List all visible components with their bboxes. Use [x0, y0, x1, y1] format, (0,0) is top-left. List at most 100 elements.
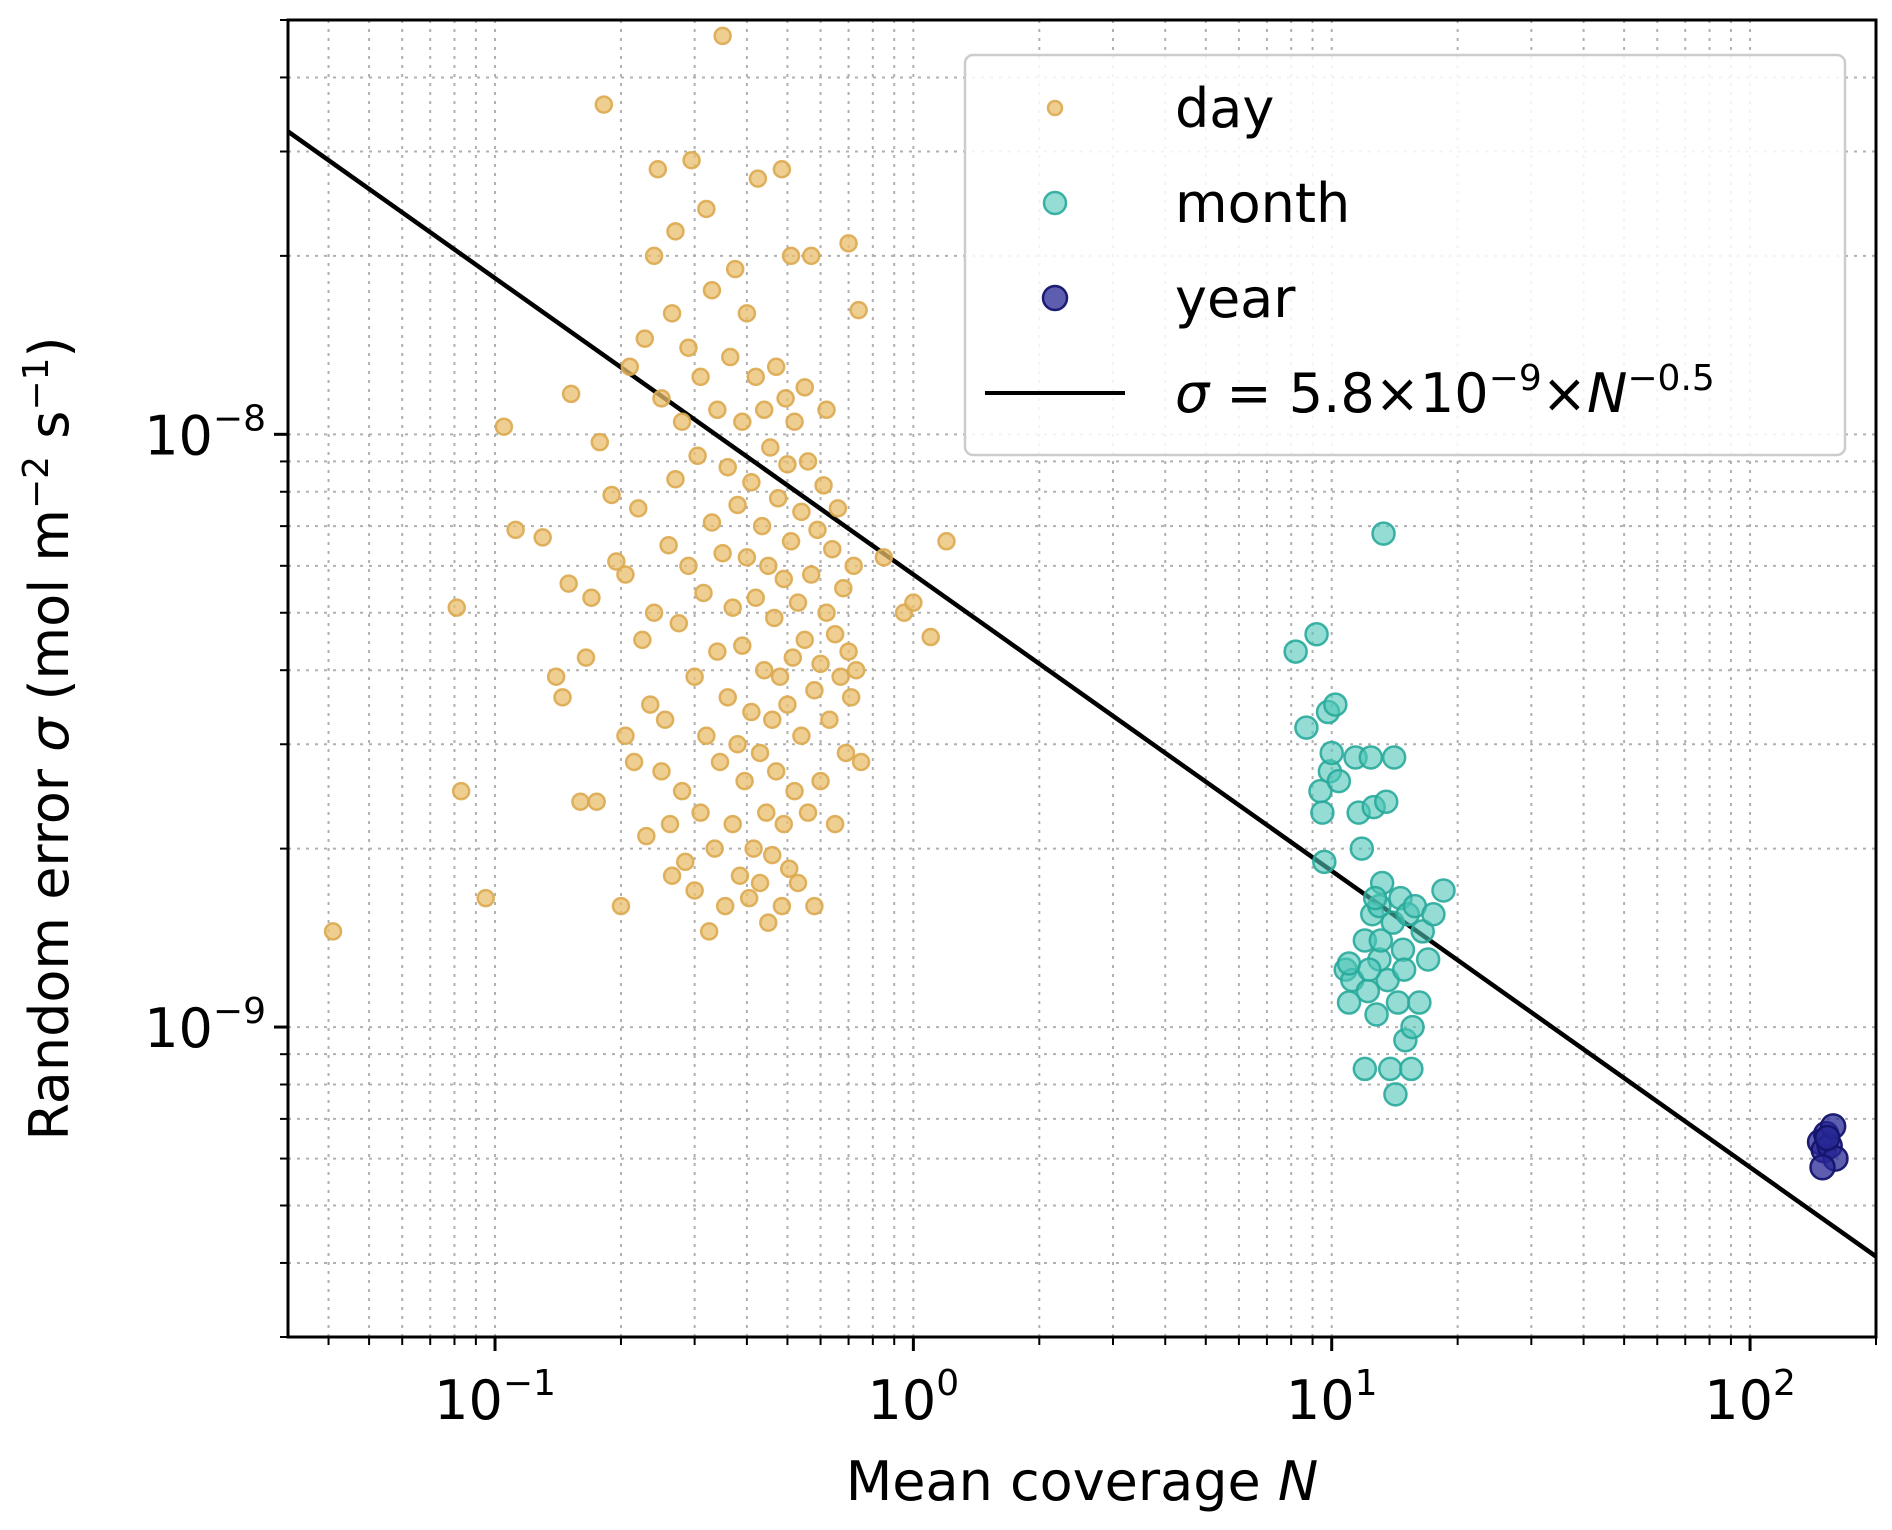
point-year	[1809, 1154, 1836, 1181]
legend-label-day: day	[1175, 77, 1274, 140]
point-day	[817, 603, 836, 622]
point-day	[713, 26, 732, 46]
point-day	[451, 781, 471, 801]
point-day	[655, 710, 675, 729]
point-day	[697, 199, 716, 219]
point-day	[705, 839, 724, 858]
point-day	[750, 743, 770, 763]
point-month	[1358, 745, 1384, 770]
point-month	[1371, 521, 1396, 546]
point-day	[553, 688, 572, 707]
point-day	[652, 389, 671, 408]
point-day	[697, 726, 716, 746]
point-day	[788, 593, 808, 612]
point-day	[571, 792, 590, 811]
point-day	[737, 548, 757, 567]
point-day	[792, 726, 811, 746]
point-day	[785, 781, 804, 801]
point-month	[1364, 1002, 1389, 1027]
x-axis-label-var: N	[1278, 1450, 1318, 1513]
point-day	[685, 667, 704, 686]
point-day	[849, 300, 868, 320]
point-day	[834, 578, 853, 598]
point-day	[611, 896, 631, 916]
point-day	[828, 499, 848, 518]
point-day	[851, 752, 871, 772]
point-day	[721, 347, 740, 367]
point-day	[825, 624, 845, 644]
point-day	[811, 654, 830, 674]
point-month	[1407, 990, 1432, 1015]
legend-fit-exp1: −9	[1489, 358, 1542, 399]
point-day	[652, 762, 671, 781]
point-day	[644, 603, 664, 622]
legend-fit-exp2: −0.5	[1627, 358, 1714, 399]
point-day	[814, 476, 833, 495]
x-tick-label-base: 10	[434, 1369, 503, 1432]
point-day	[754, 660, 774, 680]
legend-fit-mult: ×	[1542, 362, 1587, 425]
point-month	[1323, 692, 1348, 717]
legend-marker-month	[1042, 190, 1068, 216]
y-axis-label-exp2: −1	[16, 358, 57, 411]
x-tick-label-exp: 2	[1773, 1363, 1796, 1404]
point-month	[1431, 878, 1456, 903]
point-day	[662, 866, 682, 886]
point-day	[679, 338, 698, 357]
y-axis-label-units-open: (mol m	[18, 509, 81, 718]
point-day	[744, 839, 763, 858]
point-day	[779, 859, 799, 878]
point-day	[699, 922, 719, 941]
y-tick-label: 10−8	[144, 398, 266, 467]
point-day	[676, 852, 695, 872]
point-day	[723, 814, 742, 834]
legend-marker-day	[1046, 99, 1064, 117]
x-tick-label-exp: 0	[936, 1363, 959, 1404]
point-day	[691, 367, 710, 387]
point-day	[587, 792, 606, 811]
y-tick-label-base: 10	[144, 997, 213, 1060]
point-day	[831, 667, 850, 686]
point-day	[533, 528, 552, 547]
point-day	[805, 896, 824, 916]
point-day	[839, 234, 858, 253]
point-day	[582, 588, 601, 607]
point-day	[546, 667, 566, 686]
point-day	[694, 583, 713, 603]
y-axis-label-exp1: −2	[16, 456, 57, 509]
point-day	[718, 688, 737, 707]
point-day	[763, 845, 782, 865]
point-month	[1421, 901, 1446, 927]
x-tick-label-base: 10	[868, 1369, 937, 1432]
point-day	[702, 513, 722, 532]
point-day	[602, 485, 621, 505]
point-day	[778, 695, 797, 714]
point-month	[1391, 957, 1417, 982]
point-day	[672, 412, 692, 432]
point-day	[672, 781, 692, 801]
y-tick-label-exp: −8	[213, 398, 266, 439]
y-axis-label-prefix: Random error	[18, 752, 81, 1141]
legend: day month year σ = 5.8×10−9×N−0.5	[963, 53, 1847, 457]
point-day	[921, 627, 940, 647]
point-month	[1415, 947, 1441, 972]
point-day	[590, 432, 610, 452]
legend-box	[963, 53, 1847, 457]
point-month	[1383, 1082, 1408, 1107]
point-day	[772, 896, 792, 916]
point-day	[823, 539, 842, 559]
point-month	[1326, 768, 1352, 794]
point-month	[1349, 836, 1375, 861]
point-day	[846, 660, 866, 680]
point-day	[737, 304, 757, 323]
x-tick-label-base: 10	[1704, 1369, 1773, 1432]
x-tick-label-exp: 1	[1355, 1363, 1378, 1404]
point-day	[725, 259, 745, 279]
point-day	[904, 593, 923, 612]
legend-marker-year	[1041, 284, 1069, 312]
point-day	[805, 681, 824, 700]
y-tick-label-base: 10	[144, 404, 213, 467]
legend-label-fit-line: σ = 5.8×10−9×N−0.5	[1175, 358, 1715, 425]
point-month	[1294, 715, 1319, 740]
